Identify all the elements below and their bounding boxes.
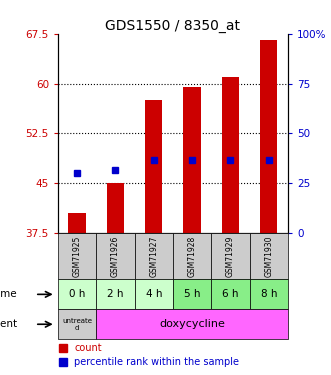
Bar: [135, 279, 173, 309]
Bar: [58, 309, 96, 339]
Text: 6 h: 6 h: [222, 290, 239, 299]
Bar: [260, 40, 277, 233]
Bar: [211, 279, 250, 309]
Bar: [135, 233, 173, 279]
Text: GSM71926: GSM71926: [111, 236, 120, 277]
Bar: [173, 279, 211, 309]
Text: GSM71929: GSM71929: [226, 236, 235, 277]
Text: 4 h: 4 h: [146, 290, 162, 299]
Text: doxycycline: doxycycline: [159, 319, 225, 329]
Text: time: time: [0, 290, 18, 299]
Bar: [58, 279, 96, 309]
Bar: [96, 279, 135, 309]
Bar: [145, 100, 163, 233]
Bar: [222, 77, 239, 233]
Bar: [96, 309, 288, 339]
Text: count: count: [74, 343, 102, 353]
Bar: [69, 213, 86, 233]
Text: percentile rank within the sample: percentile rank within the sample: [74, 357, 239, 367]
Bar: [58, 233, 96, 279]
Bar: [183, 87, 201, 233]
Text: GSM71928: GSM71928: [188, 236, 197, 277]
Title: GDS1550 / 8350_at: GDS1550 / 8350_at: [106, 19, 240, 33]
Bar: [173, 233, 211, 279]
Bar: [211, 233, 250, 279]
Text: 8 h: 8 h: [260, 290, 277, 299]
Text: 0 h: 0 h: [69, 290, 85, 299]
Bar: [250, 233, 288, 279]
Bar: [250, 279, 288, 309]
Text: 5 h: 5 h: [184, 290, 200, 299]
Text: agent: agent: [0, 319, 18, 329]
Text: GSM71930: GSM71930: [264, 236, 273, 277]
Bar: [107, 183, 124, 233]
Text: 2 h: 2 h: [107, 290, 124, 299]
Text: GSM71927: GSM71927: [149, 236, 158, 277]
Bar: [96, 233, 135, 279]
Text: GSM71925: GSM71925: [72, 236, 82, 277]
Text: untreate
d: untreate d: [62, 318, 92, 330]
